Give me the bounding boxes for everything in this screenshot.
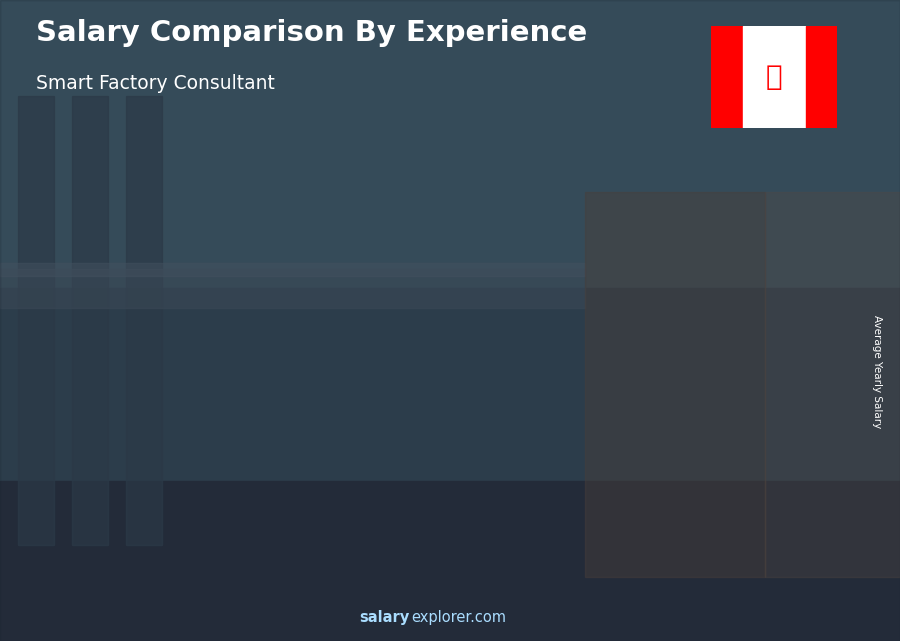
Text: salary: salary xyxy=(359,610,410,625)
Bar xyxy=(765,192,900,577)
Bar xyxy=(742,26,806,128)
Bar xyxy=(0,263,585,276)
Bar xyxy=(205,394,274,558)
Bar xyxy=(126,96,162,545)
Bar xyxy=(74,430,142,434)
Text: 84,100 CAD: 84,100 CAD xyxy=(53,413,128,426)
Text: 149,000 CAD: 149,000 CAD xyxy=(328,314,411,327)
Bar xyxy=(585,192,765,577)
Bar xyxy=(806,26,837,128)
Text: +24%: +24% xyxy=(410,222,463,237)
Text: +38%: +38% xyxy=(279,269,331,285)
Text: 108,000 CAD: 108,000 CAD xyxy=(207,376,290,389)
Bar xyxy=(0,269,585,308)
Bar xyxy=(711,26,742,128)
Bar xyxy=(0,288,900,481)
Bar xyxy=(731,237,799,247)
Bar xyxy=(599,257,668,266)
Bar xyxy=(74,430,142,558)
Bar xyxy=(468,277,536,285)
Text: +7%: +7% xyxy=(547,210,588,226)
Text: Salary Comparison By Experience: Salary Comparison By Experience xyxy=(36,19,587,47)
Text: +29%: +29% xyxy=(148,326,200,340)
Text: +7%: +7% xyxy=(679,195,719,210)
Bar xyxy=(468,277,536,558)
Bar xyxy=(18,96,54,545)
Text: 211,000 CAD: 211,000 CAD xyxy=(765,220,847,233)
Bar xyxy=(205,394,274,399)
Bar xyxy=(731,237,799,558)
Bar xyxy=(469,277,474,558)
Bar xyxy=(337,331,405,558)
Text: 185,000 CAD: 185,000 CAD xyxy=(460,260,543,272)
Bar xyxy=(72,96,108,545)
Bar xyxy=(206,394,211,558)
Bar xyxy=(600,257,606,558)
Bar xyxy=(599,257,668,558)
Bar xyxy=(337,331,405,338)
Bar xyxy=(0,481,900,641)
Text: 🍁: 🍁 xyxy=(766,63,782,91)
Text: explorer.com: explorer.com xyxy=(411,610,507,625)
Bar xyxy=(732,237,737,558)
Text: Average Yearly Salary: Average Yearly Salary xyxy=(872,315,883,428)
Bar xyxy=(0,0,900,288)
Bar xyxy=(75,430,80,558)
Text: Smart Factory Consultant: Smart Factory Consultant xyxy=(36,74,274,93)
Bar xyxy=(338,331,343,558)
Text: 198,000 CAD: 198,000 CAD xyxy=(591,240,674,253)
